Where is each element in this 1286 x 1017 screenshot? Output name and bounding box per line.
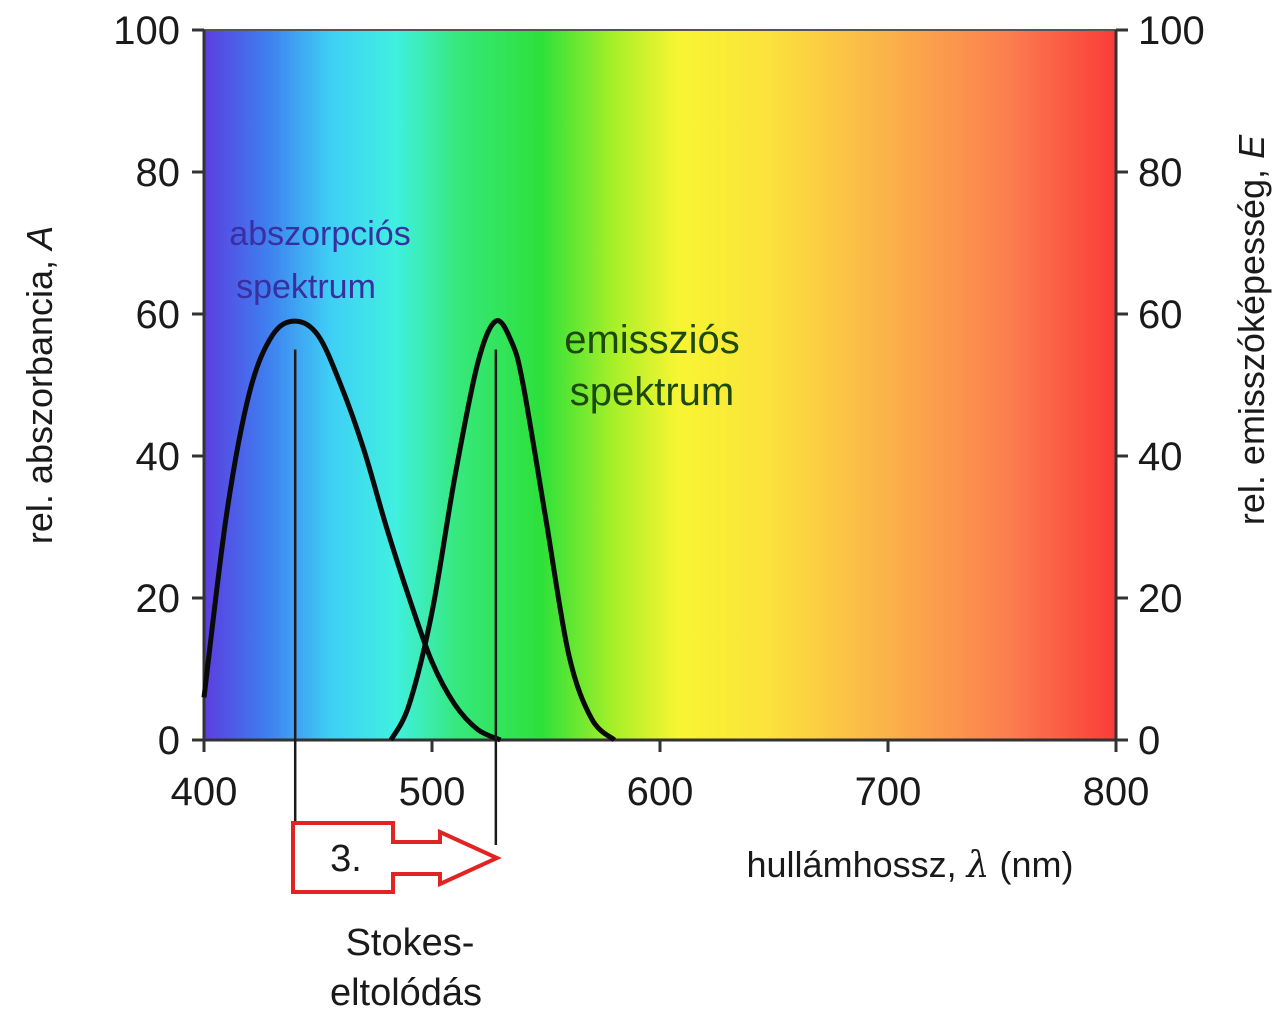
y-left-tick-label: 0 xyxy=(158,719,180,763)
y-left-axis-title-text: rel. abszorbancia, xyxy=(19,260,60,544)
y-left-tick-label: 40 xyxy=(136,435,181,479)
y-right-tick-label: 20 xyxy=(1138,577,1183,621)
absorption-label-line1: abszorpciós xyxy=(229,215,410,253)
x-tick-label: 700 xyxy=(855,770,922,814)
y-right-tick-label: 100 xyxy=(1138,9,1205,53)
series-layer xyxy=(201,318,617,743)
y-right-axis-title: rel. emisszóképesség, E xyxy=(1231,134,1272,525)
x-tick-label: 800 xyxy=(1083,770,1150,814)
y-right-tick-label: 0 xyxy=(1138,719,1160,763)
y-right-tick-label: 80 xyxy=(1138,151,1183,195)
y-left-tick-label: 80 xyxy=(136,151,181,195)
y-right-tick-label: 40 xyxy=(1138,435,1183,479)
y-left-axis-ticks: 0 20 40 60 80 100 xyxy=(113,9,204,763)
stokes-caption-line2: eltolódás xyxy=(330,972,482,1014)
y-right-axis-ticks: 0 20 40 60 80 100 xyxy=(1116,9,1205,763)
emission-label-line1: emissziós xyxy=(564,318,740,362)
stokes-caption-line1: Stokes- xyxy=(346,922,475,964)
x-axis-title-symbol: λ xyxy=(965,845,990,886)
x-axis-title: hullámhossz, λ (nm) xyxy=(747,844,1074,886)
emission-spectrum-curve xyxy=(388,318,617,742)
x-axis-ticks: 400 500 600 700 800 xyxy=(171,740,1150,814)
y-right-axis-title-text: rel. emisszóképesség, xyxy=(1231,169,1272,525)
emission-label-line2: spektrum xyxy=(570,370,735,414)
absorption-spectrum-curve xyxy=(201,318,502,743)
y-left-tick-label: 100 xyxy=(113,9,180,53)
y-left-axis-title: rel. abszorbancia, A xyxy=(19,226,60,544)
x-axis-title-unit: (nm) xyxy=(999,844,1073,885)
absorption-label-line2: spektrum xyxy=(236,268,376,306)
plot-background xyxy=(204,30,1116,740)
x-axis-title-prefix: hullámhossz, xyxy=(747,844,957,885)
x-tick-label: 600 xyxy=(627,770,694,814)
y-right-axis-title-symbol: E xyxy=(1231,134,1272,159)
y-left-axis-title-symbol: A xyxy=(19,226,60,252)
x-tick-label: 500 xyxy=(399,770,466,814)
y-left-tick-label: 60 xyxy=(136,293,181,337)
x-tick-label: 400 xyxy=(171,770,238,814)
stokes-number: 3. xyxy=(330,838,362,880)
y-right-tick-label: 60 xyxy=(1138,293,1183,337)
stokes-shift-arrow xyxy=(291,821,502,894)
y-left-tick-label: 20 xyxy=(136,577,181,621)
